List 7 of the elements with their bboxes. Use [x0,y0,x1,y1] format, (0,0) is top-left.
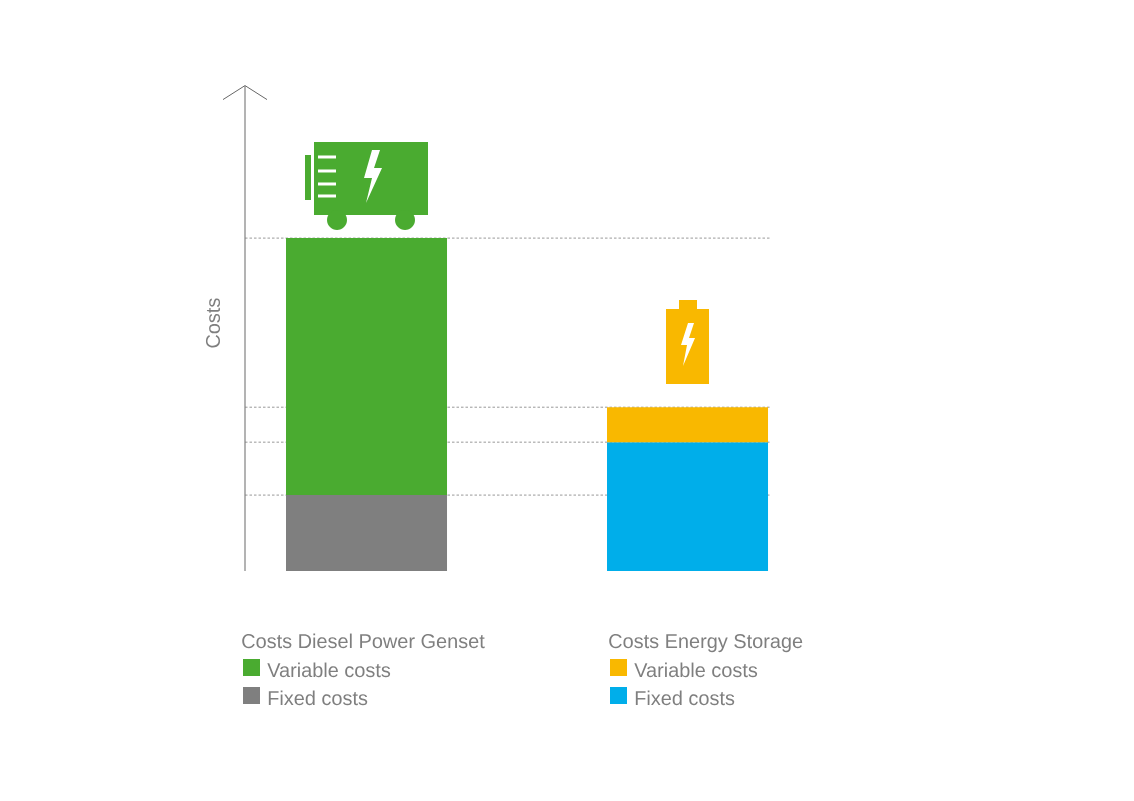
x-tick-label: Costs Diesel Power Genset [242,633,485,649]
y-axis-title: Costs [205,298,221,348]
x-tick-label: Costs Energy Storage [609,634,803,653]
legend-label: Variable costs [634,662,758,678]
legend-label: Variable costs [267,662,391,678]
legend-label: Fixed costs [268,690,368,706]
legend-label: Fixed costs [635,690,735,706]
